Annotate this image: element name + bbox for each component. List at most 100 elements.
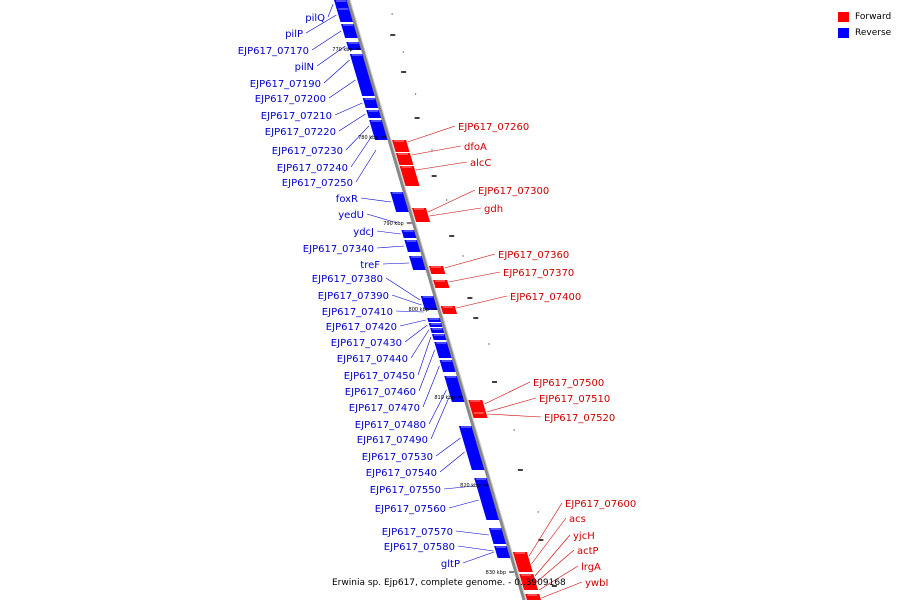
dot-tick xyxy=(513,429,515,431)
forward-leader-line xyxy=(415,161,468,171)
reverse-leader-line xyxy=(417,336,432,376)
reverse-leader-line xyxy=(430,397,450,440)
forward-gene-block xyxy=(429,266,446,274)
reverse-leader-line xyxy=(350,135,373,168)
forward-leader-line xyxy=(448,271,501,283)
reverse-gene-block xyxy=(366,110,383,118)
scale-tick-label: 770 kbp xyxy=(332,47,352,53)
reverse-gene-block xyxy=(404,240,422,252)
backbone xyxy=(346,0,527,600)
reverse-leader-line xyxy=(311,30,342,51)
reverse-gene-label: EJP617_07380 xyxy=(312,274,383,285)
forward-gene-label: dfoA xyxy=(464,142,487,153)
forward-leader-line xyxy=(541,581,583,599)
reverse-leader-line xyxy=(439,451,465,473)
leader-lines xyxy=(305,3,583,599)
reverse-gene-label: EJP617_07450 xyxy=(344,371,415,382)
reverse-gene-label: pilP xyxy=(285,29,303,40)
reverse-gene-label: EJP617_07480 xyxy=(355,420,426,431)
forward-leader-line xyxy=(484,381,531,405)
forward-gene-block xyxy=(468,400,486,412)
forward-gene-label: actP xyxy=(577,546,599,557)
forward-leader-line xyxy=(534,534,571,577)
reverse-gene-label: EJP617_07420 xyxy=(326,322,397,333)
scale-ticks: 770 kbp 780 kbp 790 kbp 800 kbp 810 kbp 820 k… xyxy=(332,47,515,576)
reverse-gene-block xyxy=(444,376,466,402)
reverse-gene-label: EJP617_07550 xyxy=(370,485,441,496)
reverse-leader-line xyxy=(395,310,424,313)
dot-tick xyxy=(402,51,404,53)
forward-gene-label: EJP617_07500 xyxy=(533,378,604,389)
reverse-leader-line xyxy=(323,59,350,84)
forward-leader-line xyxy=(486,397,537,413)
reverse-leader-line xyxy=(404,324,428,343)
reverse-leader-line xyxy=(334,102,363,116)
reverse-leader-line xyxy=(455,530,489,536)
reverse-gene-label: yedU xyxy=(338,210,364,221)
reverse-gene-label: EJP617_07440 xyxy=(337,354,408,365)
reverse-leader-line xyxy=(428,389,447,425)
reverse-leader-line xyxy=(410,329,430,359)
reverse-gene-label: EJP617_07250 xyxy=(282,178,353,189)
forward-gene-block xyxy=(392,140,410,152)
forward-gene-label: yjcH xyxy=(573,531,595,542)
reverse-gene-block xyxy=(494,546,512,558)
forward-leader-line xyxy=(536,549,575,583)
forward-leader-line xyxy=(428,189,476,213)
reverse-gene-label: EJP617_07560 xyxy=(375,504,446,515)
reverse-gene-label: pilQ xyxy=(305,13,325,24)
reverse-gene-block xyxy=(458,426,486,470)
gene-blocks xyxy=(334,0,557,600)
reverse-leader-line xyxy=(448,499,479,509)
forward-leader-line xyxy=(531,517,567,565)
forward-leader-line xyxy=(487,413,542,418)
forward-gene-block xyxy=(512,552,533,572)
forward-gene-label: EJP617_07260 xyxy=(458,122,529,133)
reverse-gene-label: EJP617_07190 xyxy=(250,79,321,90)
reverse-leader-line xyxy=(376,245,405,249)
reverse-gene-label: EJP617_07460 xyxy=(345,387,416,398)
forward-gene-block xyxy=(399,166,420,186)
reverse-gene-block xyxy=(439,360,458,372)
legend-label-forward: Forward xyxy=(855,12,892,22)
reverse-leader-line xyxy=(399,319,426,327)
reverse-gene-block xyxy=(401,230,418,238)
reverse-gene-label: EJP617_07470 xyxy=(349,403,420,414)
reverse-gene-block xyxy=(362,98,380,108)
scale-tick-label: 820 kbp xyxy=(460,483,480,489)
reverse-leader-line xyxy=(382,262,410,265)
forward-leader-line xyxy=(444,253,496,269)
forward-gene-label: EJP617_07520 xyxy=(544,413,615,424)
forward-gene-label: ywbI xyxy=(585,578,608,589)
dot-tick xyxy=(391,13,393,15)
forward-gene-block xyxy=(412,208,431,222)
legend: Forward Reverse xyxy=(838,9,891,41)
dot-tick xyxy=(462,255,464,257)
reverse-gene-label: EJP617_07490 xyxy=(357,435,428,446)
reverse-leader-line xyxy=(338,113,366,132)
reverse-gene-block xyxy=(474,478,501,520)
forward-leader-line xyxy=(456,295,508,309)
reverse-gene-label: ydcJ xyxy=(353,227,374,238)
reverse-leader-line xyxy=(462,551,495,564)
reverse-leader-line xyxy=(345,125,370,151)
reverse-gene-label: pilN xyxy=(295,62,314,73)
reverse-gene-label: EJP617_07430 xyxy=(331,338,402,349)
forward-gene-block xyxy=(519,574,539,590)
forward-leader-line xyxy=(407,125,456,143)
dot-tick xyxy=(488,343,490,345)
reverse-gene-label: EJP617_07170 xyxy=(238,46,309,57)
reverse-gene-label: EJP617_07210 xyxy=(261,111,332,122)
reverse-gene-block xyxy=(346,42,363,50)
reverse-gene-label: EJP617_07230 xyxy=(272,146,343,157)
reverse-leader-line xyxy=(385,277,421,301)
scale-tick-label: 790 kbp xyxy=(383,221,403,227)
reverse-gene-label: EJP617_07570 xyxy=(382,527,453,538)
reverse-leader-line xyxy=(443,485,475,490)
reverse-leader-line xyxy=(305,14,337,34)
scale-tick-label: 800 kbp xyxy=(409,307,429,313)
reverse-leader-line xyxy=(316,45,346,67)
reverse-gene-label: foxR xyxy=(336,194,358,205)
